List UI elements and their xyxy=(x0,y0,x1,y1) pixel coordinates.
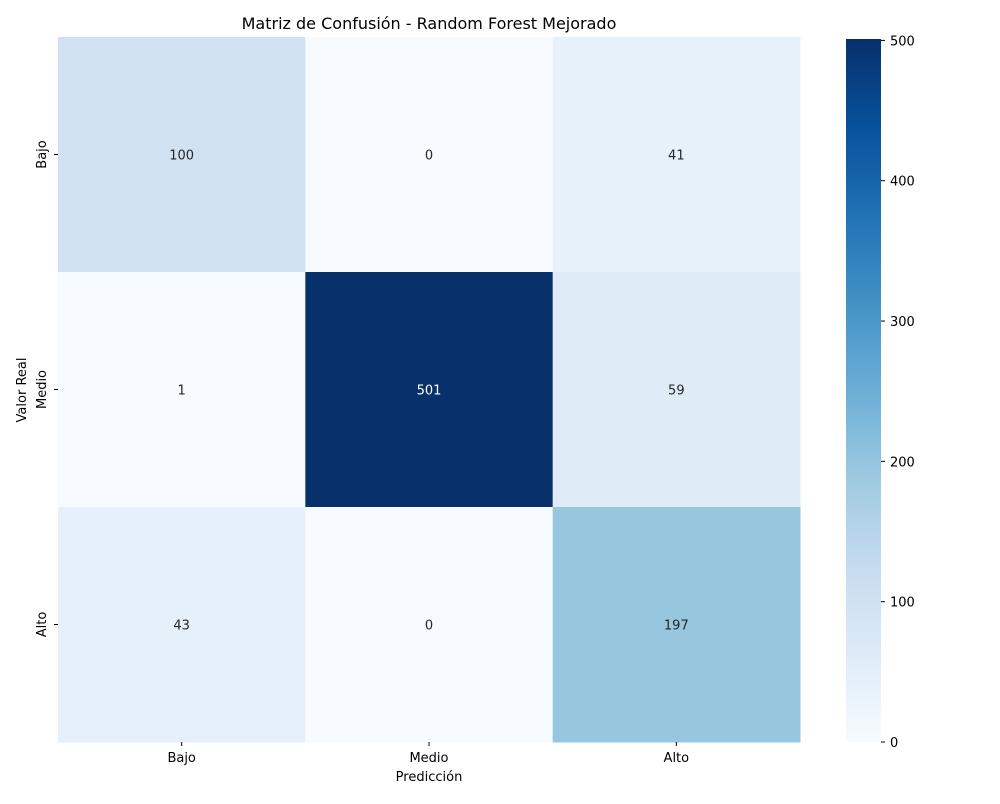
y-tick-label: Bajo xyxy=(35,140,50,168)
heatmap-cell-labels: 100 0 41 1 501 59 43 0 197 xyxy=(169,149,688,634)
cell-value-label: 59 xyxy=(668,384,685,399)
cell-value-label: 100 xyxy=(169,149,194,164)
heatmap-cell xyxy=(58,37,306,273)
colorbar-tick-label: 200 xyxy=(890,455,915,470)
y-tick-label: Medio xyxy=(35,370,50,409)
colorbar xyxy=(846,39,881,742)
colorbar-tick-label: 400 xyxy=(890,175,915,190)
colorbar-tick-label: 500 xyxy=(890,34,915,49)
y-tick-label: Alto xyxy=(35,612,50,638)
cell-value-label: 41 xyxy=(668,149,685,164)
heatmap-cells xyxy=(58,37,801,743)
x-axis-label: Predicción xyxy=(396,770,463,785)
y-axis-label: Valor Real xyxy=(15,358,30,423)
x-tick-label: Bajo xyxy=(167,751,195,766)
cell-value-label: 43 xyxy=(173,619,190,634)
heatmap-cell xyxy=(305,37,554,273)
heatmap-cell xyxy=(305,507,554,743)
heatmap-cell xyxy=(58,272,306,508)
heatmap-cell xyxy=(552,37,801,273)
colorbar-tick-label: 0 xyxy=(890,736,898,751)
x-tick-label: Alto xyxy=(664,751,690,766)
x-axis-ticks: Bajo Medio Alto xyxy=(167,742,689,766)
cell-value-label: 1 xyxy=(178,384,186,399)
x-tick-label: Medio xyxy=(409,751,448,766)
heatmap-cell xyxy=(305,272,554,508)
cell-value-label: 501 xyxy=(417,384,442,399)
heatmap-cell xyxy=(552,272,801,508)
y-axis-ticks: Bajo Medio Alto xyxy=(35,140,58,637)
cell-value-label: 0 xyxy=(425,149,433,164)
heatmap-cell xyxy=(552,507,801,743)
heatmap-cell xyxy=(58,507,306,743)
chart-title: Matriz de Confusión - Random Forest Mejo… xyxy=(242,14,617,33)
cell-value-label: 197 xyxy=(664,619,689,634)
colorbar-tick-label: 300 xyxy=(890,315,915,330)
colorbar-ticks: 0 100 200 300 400 500 xyxy=(881,34,915,751)
cell-value-label: 0 xyxy=(425,619,433,634)
colorbar-tick-label: 100 xyxy=(890,596,915,611)
